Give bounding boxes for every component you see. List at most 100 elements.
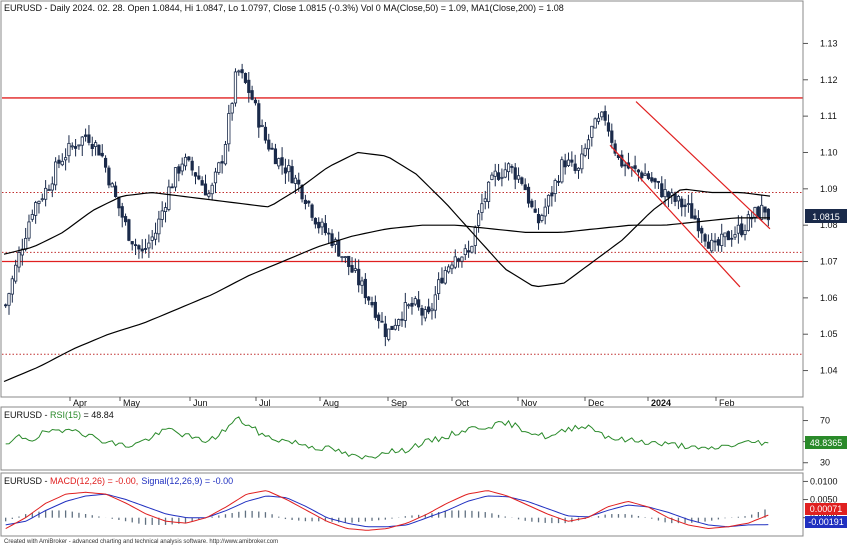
ma50-line bbox=[3, 151, 771, 288]
candle-body bbox=[313, 217, 317, 225]
candle-body bbox=[463, 248, 467, 255]
candle-body bbox=[190, 160, 194, 171]
candle-body bbox=[123, 216, 128, 223]
candle-body bbox=[280, 157, 284, 166]
candle-body bbox=[100, 152, 104, 157]
candle-body bbox=[107, 167, 111, 186]
candle-body bbox=[490, 174, 494, 180]
candle-body bbox=[533, 208, 537, 213]
candle-body bbox=[760, 204, 764, 220]
candle-body bbox=[250, 90, 254, 100]
candle-body bbox=[370, 301, 374, 306]
candle-body bbox=[320, 221, 324, 228]
candle-body bbox=[7, 293, 11, 306]
last-price-label: 1.0815 bbox=[812, 212, 840, 222]
candle-body bbox=[407, 304, 411, 307]
candle-body bbox=[390, 325, 394, 330]
candle-body bbox=[550, 192, 554, 197]
candle-body bbox=[420, 307, 424, 316]
price-tick-label: 1.10 bbox=[820, 147, 838, 157]
candle-body bbox=[713, 240, 717, 243]
candle-body bbox=[546, 194, 551, 207]
candle-body bbox=[606, 122, 611, 132]
price-tick-label: 1.08 bbox=[820, 220, 838, 230]
candle-body bbox=[147, 242, 151, 249]
candle-body bbox=[253, 99, 258, 104]
month-label: May bbox=[123, 398, 141, 408]
candle-body bbox=[44, 187, 48, 200]
candle-body bbox=[173, 167, 178, 188]
candle-body bbox=[766, 208, 770, 221]
candle-body bbox=[447, 266, 451, 273]
candle-body bbox=[80, 136, 84, 146]
candle-body bbox=[227, 113, 231, 145]
candle-body bbox=[277, 158, 281, 167]
candle-body bbox=[693, 215, 697, 220]
candle-body bbox=[233, 71, 238, 104]
month-label: Oct bbox=[455, 398, 470, 408]
candle-body bbox=[480, 203, 484, 213]
candle-body bbox=[383, 323, 387, 338]
candle-body bbox=[130, 241, 134, 245]
rsi-label-suffix: = 48.84 bbox=[81, 410, 114, 420]
candle-body bbox=[240, 69, 244, 74]
candle-body bbox=[230, 103, 234, 114]
candle-body bbox=[636, 169, 641, 173]
candle-body bbox=[433, 294, 437, 311]
candle-body bbox=[67, 142, 71, 157]
month-x-axis: Apr May Jun Jul Aug Sep Oct Nov Dec 2024 Feb bbox=[69, 397, 735, 408]
candle-body bbox=[340, 256, 344, 259]
candle-body bbox=[716, 239, 720, 246]
candle-body bbox=[267, 139, 271, 150]
candle-body bbox=[120, 206, 124, 218]
price-tick-label: 1.05 bbox=[820, 329, 838, 339]
candle-body bbox=[723, 232, 727, 238]
candle-body bbox=[466, 250, 471, 253]
candle-body bbox=[97, 144, 101, 156]
candle-body bbox=[583, 147, 587, 156]
candle-body bbox=[683, 204, 687, 207]
candle-body bbox=[290, 166, 294, 184]
channel-upper-line bbox=[635, 101, 771, 230]
candle-body bbox=[596, 117, 601, 122]
rsi-label-name: RSI(15) bbox=[50, 410, 81, 420]
candle-body bbox=[710, 239, 714, 252]
rsi-tick-label: 70 bbox=[820, 416, 830, 426]
signal-value-tag: -0.00191 bbox=[805, 516, 847, 528]
price-tick-label: 1.04 bbox=[820, 366, 838, 376]
candle-body bbox=[220, 161, 224, 164]
rsi-panel-frame bbox=[0, 406, 804, 471]
candle-body bbox=[553, 180, 557, 195]
candle-body bbox=[27, 221, 31, 239]
candle-body bbox=[213, 171, 218, 184]
candle-body bbox=[303, 199, 308, 204]
candle-body bbox=[287, 165, 291, 173]
candle-body bbox=[653, 178, 657, 183]
candle-body bbox=[117, 196, 121, 209]
signal-value-label: -0.00191 bbox=[808, 517, 844, 527]
candle-body bbox=[60, 160, 64, 166]
candle-body bbox=[183, 156, 188, 167]
candle-body bbox=[643, 173, 647, 176]
candle-body bbox=[77, 144, 81, 147]
price-tick-label: 1.11 bbox=[820, 111, 837, 121]
candle-body bbox=[260, 124, 264, 127]
candle-body bbox=[153, 232, 158, 240]
moving-averages bbox=[3, 151, 771, 383]
rsi-value-label: 48.8365 bbox=[810, 438, 843, 448]
candle-body bbox=[127, 219, 131, 241]
trend-channel bbox=[609, 101, 771, 288]
candle-body bbox=[360, 280, 364, 286]
candle-body bbox=[656, 180, 661, 183]
candle-body bbox=[523, 184, 527, 191]
rsi-label-prefix: EURUSD - bbox=[4, 410, 50, 420]
candle-body bbox=[743, 229, 747, 235]
candle-body bbox=[563, 160, 567, 168]
month-label: Jul bbox=[259, 398, 271, 408]
candle-body bbox=[450, 264, 454, 270]
candle-body bbox=[177, 166, 181, 174]
candle-body bbox=[74, 146, 78, 149]
candle-body bbox=[83, 134, 88, 137]
candle-body bbox=[706, 241, 710, 249]
candle-body bbox=[673, 193, 677, 202]
